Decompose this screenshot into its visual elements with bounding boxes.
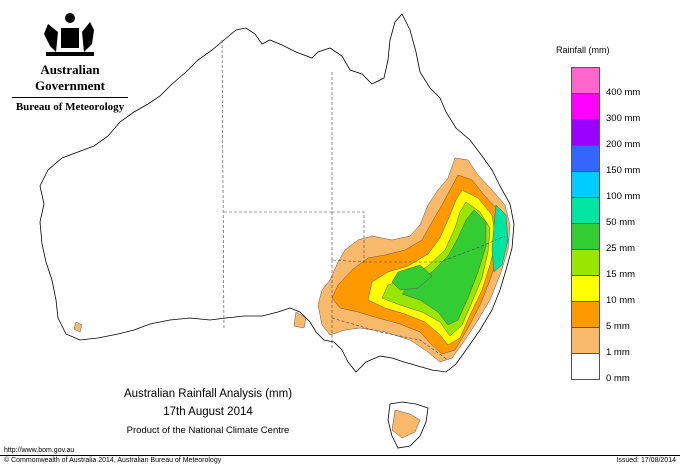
bom-url[interactable]: http://www.bom.gov.au [4, 447, 75, 454]
bureau-name: Bureau of Meteorology [15, 101, 125, 113]
legend-swatch [571, 223, 600, 249]
government-branding: Australian Government Bureau of Meteorol… [8, 10, 132, 113]
legend-swatch [571, 119, 600, 145]
map-subtitle: Product of the National Climate Centre [126, 425, 290, 436]
legend-label: 10 mm [606, 295, 636, 306]
wa-border [221, 39, 225, 331]
legend-label: 1 mm [606, 347, 630, 358]
rain-band-25mm-inland [391, 264, 433, 291]
legend-label: 200 mm [606, 139, 641, 150]
legend-label: 15 mm [606, 269, 636, 280]
legend-swatch [571, 327, 600, 353]
star-shape [65, 13, 75, 23]
legend-label: 5 mm [606, 321, 630, 332]
legend-label: 300 mm [606, 113, 641, 124]
legend-swatch [571, 197, 600, 223]
legend-swatch [571, 171, 600, 197]
legend-swatch [571, 93, 600, 119]
rain-band-1mm-tas [391, 409, 421, 439]
coat-of-arms-space [8, 10, 132, 60]
rain-band-1mm-sa [73, 321, 83, 333]
rainfall-legend [571, 67, 600, 380]
legend-label: 400 mm [606, 87, 641, 98]
shield-shape [61, 28, 79, 48]
nsw-vic-border [331, 317, 449, 361]
map-date: 17th August 2014 [163, 406, 253, 418]
coat-of-arms-emblem [44, 13, 94, 56]
rain-band-25mm [401, 209, 487, 326]
government-name: Australian Government [34, 62, 106, 93]
legend-swatch [571, 249, 600, 275]
legend-label: 100 mm [606, 191, 641, 202]
legend-swatch [571, 301, 600, 327]
issued-date: Issued: 17/08/2014 [616, 457, 676, 464]
legend-label: 50 mm [606, 217, 636, 228]
rainfall-shading [73, 157, 511, 439]
scroll-shape [46, 52, 94, 56]
sa-qld-nsw-border [331, 211, 365, 263]
map-title: Australian Rainfall Analysis (mm) [123, 388, 293, 400]
copyright-text: © Commonwealth of Australia 2014, Austra… [4, 457, 222, 464]
tasmania-coastline [387, 401, 429, 449]
legend-swatch [571, 275, 600, 301]
legend-label: 150 mm [606, 165, 641, 176]
qld-nsw-border [364, 235, 506, 263]
legend-swatch [571, 67, 600, 93]
rain-band-1mm-west [293, 311, 307, 329]
legend-swatch [571, 145, 600, 171]
legend-swatch [571, 353, 600, 380]
emu-shape [82, 22, 94, 52]
legend-label: 0 mm [606, 373, 630, 384]
kangaroo-shape [44, 24, 58, 52]
branding-divider [12, 97, 128, 98]
state-borders [221, 39, 506, 361]
legend-title: Rainfall (mm) [556, 45, 610, 55]
footer-divider [0, 455, 680, 456]
australia-coastline [39, 13, 515, 373]
legend-label: 25 mm [606, 243, 636, 254]
